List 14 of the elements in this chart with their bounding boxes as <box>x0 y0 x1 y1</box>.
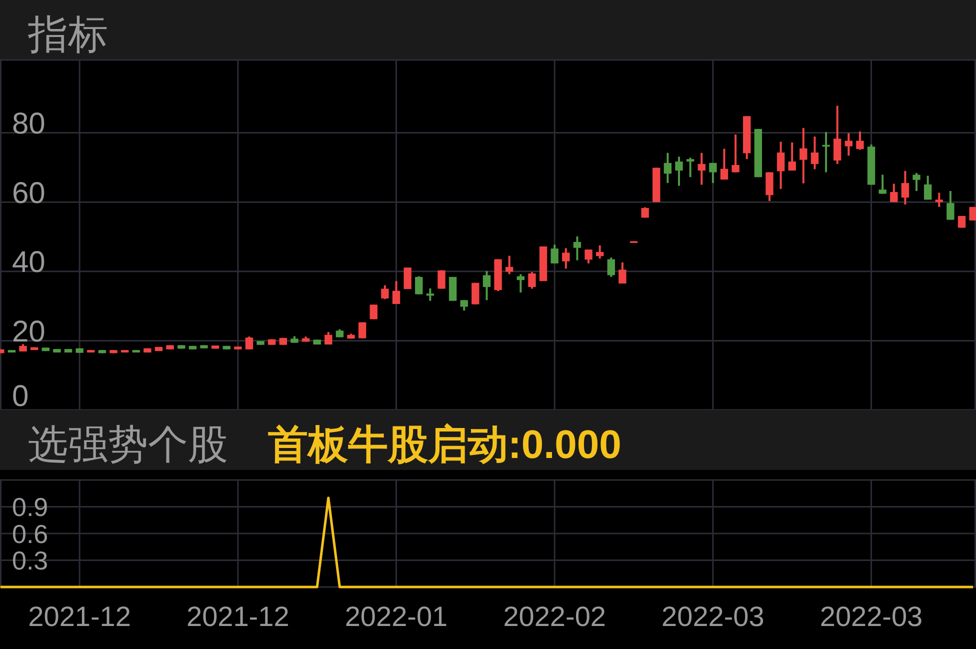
x-tick-label: 2022-02 <box>503 601 606 632</box>
series-label: 首板牛股启动:0.000 <box>268 423 622 467</box>
y-tick-label: 40 <box>12 246 46 280</box>
x-tick-label: 2021-12 <box>28 601 131 632</box>
chart-title: 选强势个股 <box>28 423 228 467</box>
y-tick-label: 0 <box>12 380 29 413</box>
x-tick-label: 2022-01 <box>344 601 448 632</box>
y-tick-label: 80 <box>12 108 46 141</box>
chart-title: 指标 <box>27 13 108 57</box>
x-tick-label: 2022-03 <box>662 601 764 632</box>
x-tick-label: 2022-03 <box>820 601 923 632</box>
y-tick-label: 20 <box>12 315 46 348</box>
x-tick-label: 2021-12 <box>186 601 290 632</box>
y-tick-label: 60 <box>12 176 46 210</box>
